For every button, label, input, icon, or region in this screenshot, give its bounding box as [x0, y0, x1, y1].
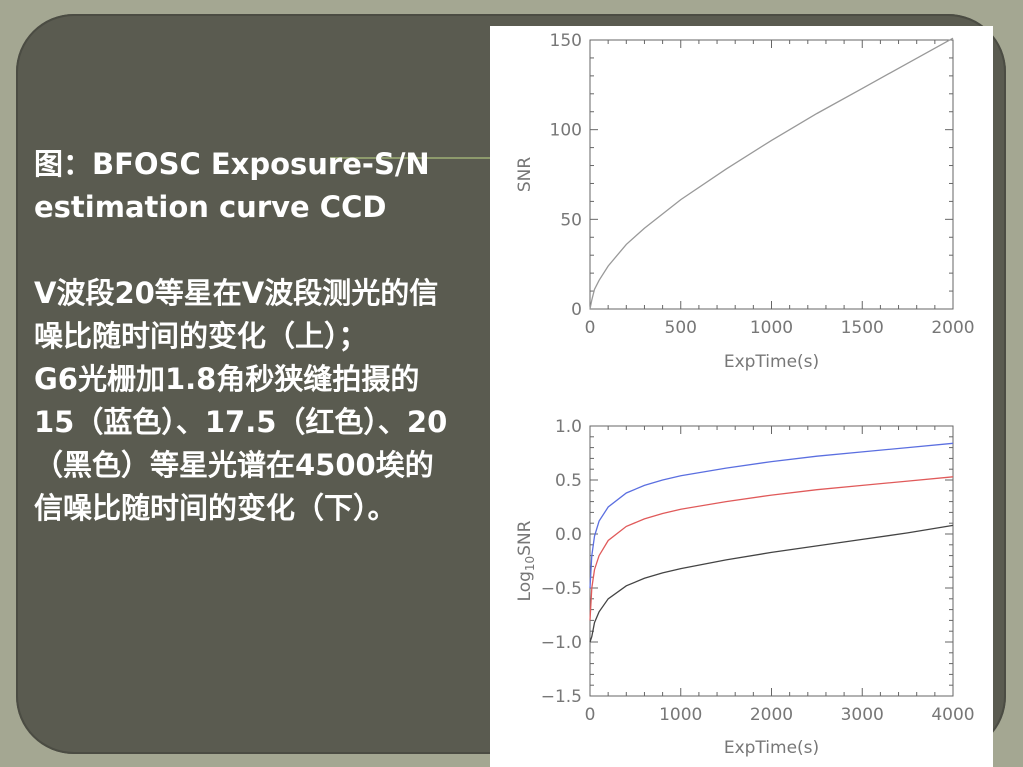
decorative-line [330, 157, 498, 159]
y-tick-label: 1.0 [555, 417, 582, 437]
y-tick-label: 0.0 [555, 525, 582, 545]
caption-text: 图：BFOSC Exposure-S/N estimation curve CC… [34, 147, 448, 525]
y-tick-label: −1.5 [541, 687, 582, 707]
charts-svg: 0 500 1000 1500 2000 0 50 100 150 ExpTime(s) SNR 0 1… [515, 31, 975, 758]
x-tick-label: 0 [585, 318, 596, 338]
plot-frame [589, 39, 954, 310]
x-tick-label: 500 [665, 318, 697, 338]
x-tick-label: 2000 [931, 318, 974, 338]
x-axis-title: ExpTime(s) [724, 738, 819, 758]
x-tick-label: 1000 [750, 318, 793, 338]
x-tick-label: 3000 [841, 705, 884, 725]
y-axis-title: Log10SNR [515, 520, 537, 601]
chart-panel: 0 500 1000 1500 2000 0 50 100 150 ExpTime(s) SNR 0 1… [490, 26, 993, 767]
y-tick-label: 150 [550, 31, 582, 51]
plot-frame [589, 425, 954, 697]
y-tick-label: −0.5 [541, 579, 582, 599]
chart-top: 0 500 1000 1500 2000 0 50 100 150 ExpTime(s) SNR [515, 31, 975, 372]
x-tick-label: 0 [585, 705, 596, 725]
series-line-2 [589, 524, 954, 643]
x-tick-label: 2000 [750, 705, 793, 725]
y-axis-title: SNR [515, 157, 535, 193]
x-tick-label: 4000 [931, 705, 974, 725]
series-line-1 [589, 476, 954, 621]
y-tick-label: 0.5 [555, 471, 582, 491]
y-tick-label: 0 [571, 300, 582, 320]
x-axis-title: ExpTime(s) [724, 352, 819, 372]
y-tick-label: 100 [550, 121, 582, 141]
series-line-0 [589, 37, 954, 310]
chart-bottom: 0 1000 2000 3000 4000 1.0 0.5 0.0 −0.5 −1.0 −1.5 Ex… [515, 417, 975, 758]
series-line-0 [589, 442, 954, 589]
y-tick-label: −1.0 [541, 633, 582, 653]
y-tick-label: 50 [560, 210, 582, 230]
x-tick-label: 1000 [659, 705, 702, 725]
x-tick-label: 1500 [841, 318, 884, 338]
